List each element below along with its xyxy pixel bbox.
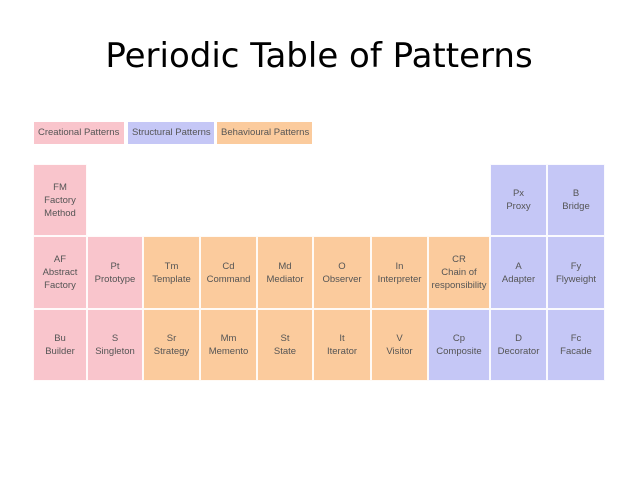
element-cell-v: V Visitor <box>371 309 428 381</box>
element-cell-b: B Bridge <box>547 164 605 236</box>
element-cell-sr: Sr Strategy <box>143 309 200 381</box>
element-symbol: St <box>280 333 290 344</box>
element-symbol: Md <box>278 260 292 272</box>
element-name: Visitor <box>386 346 413 357</box>
element-cell-it: It Iterator <box>313 309 371 381</box>
element-symbol: Pt <box>110 260 120 272</box>
element-name: Facade <box>560 346 592 357</box>
element-name: Factory Method <box>44 194 76 219</box>
element-name: Observer <box>322 273 362 285</box>
element-symbol: Cd <box>222 260 235 272</box>
element-cell-cr: CR Chain of responsibility <box>428 236 490 309</box>
element-symbol: Tm <box>164 260 179 272</box>
element-name: Proxy <box>506 201 531 212</box>
element-name: Adapter <box>501 273 536 285</box>
element-cell-px: Px Proxy <box>490 164 547 236</box>
element-name: Template <box>152 273 191 285</box>
element-name: Prototype <box>94 273 136 285</box>
element-name: Memento <box>208 346 249 357</box>
legend-creational: Creational Patterns <box>34 122 124 144</box>
element-symbol: In <box>395 260 404 272</box>
element-name: Composite <box>436 346 482 357</box>
element-symbol: D <box>515 333 522 344</box>
legend-structural: Structural Patterns <box>128 122 214 144</box>
element-cell-fm: FM Factory Method <box>33 164 87 236</box>
element-cell-bu: Bu Builder <box>33 309 87 381</box>
element-name: Abstract Factory <box>42 267 78 291</box>
element-name: Bridge <box>562 201 590 212</box>
element-cell-cp: Cp Composite <box>428 309 490 381</box>
element-cell-md: Md Mediator <box>257 236 313 309</box>
element-name: Iterator <box>326 346 358 357</box>
element-symbol: V <box>396 333 403 344</box>
element-symbol: Fc <box>570 333 582 344</box>
element-cell-mm: Mm Memento <box>200 309 257 381</box>
element-cell-cd: Cd Command <box>200 236 257 309</box>
element-cell-a: A Adapter <box>490 236 547 309</box>
element-symbol: CR <box>452 254 466 265</box>
element-cell-s: S Singleton <box>87 309 143 381</box>
element-name: Mediator <box>266 273 304 285</box>
element-cell-af: AF Abstract Factory <box>33 236 87 309</box>
element-symbol: Sr <box>166 333 177 344</box>
element-cell-d: D Decorator <box>490 309 547 381</box>
element-symbol: A <box>515 260 522 272</box>
element-name: State <box>273 346 297 357</box>
page-title: Periodic Table of Patterns <box>105 36 533 76</box>
element-name: Decorator <box>497 346 540 357</box>
element-name: Chain of responsibility <box>431 267 487 291</box>
element-symbol: Fy <box>570 260 582 272</box>
element-symbol: Px <box>512 188 525 199</box>
element-cell-fy: Fy Flyweight <box>547 236 605 309</box>
element-symbol: AF <box>53 254 67 265</box>
element-cell-fc: Fc Facade <box>547 309 605 381</box>
element-symbol: B <box>572 188 580 199</box>
element-cell-in: In Interpreter <box>371 236 428 309</box>
element-name: Strategy <box>153 346 190 357</box>
element-symbol: S <box>111 333 119 344</box>
element-name: Command <box>206 273 251 285</box>
element-symbol: Bu <box>54 333 66 344</box>
element-symbol: O <box>338 260 346 272</box>
element-cell-st: St State <box>257 309 313 381</box>
element-name: Interpreter <box>377 273 422 285</box>
element-symbol: Cp <box>452 333 466 344</box>
element-symbol: It <box>339 333 345 344</box>
element-name: Flyweight <box>555 273 597 285</box>
element-cell-tm: Tm Template <box>143 236 200 309</box>
element-symbol: Mm <box>220 333 237 344</box>
element-cell-o: O Observer <box>313 236 371 309</box>
legend-behavioural: Behavioural Patterns <box>217 122 312 144</box>
element-symbol: FM <box>53 181 67 193</box>
element-name: Singleton <box>95 346 135 357</box>
element-cell-pt: Pt Prototype <box>87 236 143 309</box>
element-name: Builder <box>45 346 75 357</box>
